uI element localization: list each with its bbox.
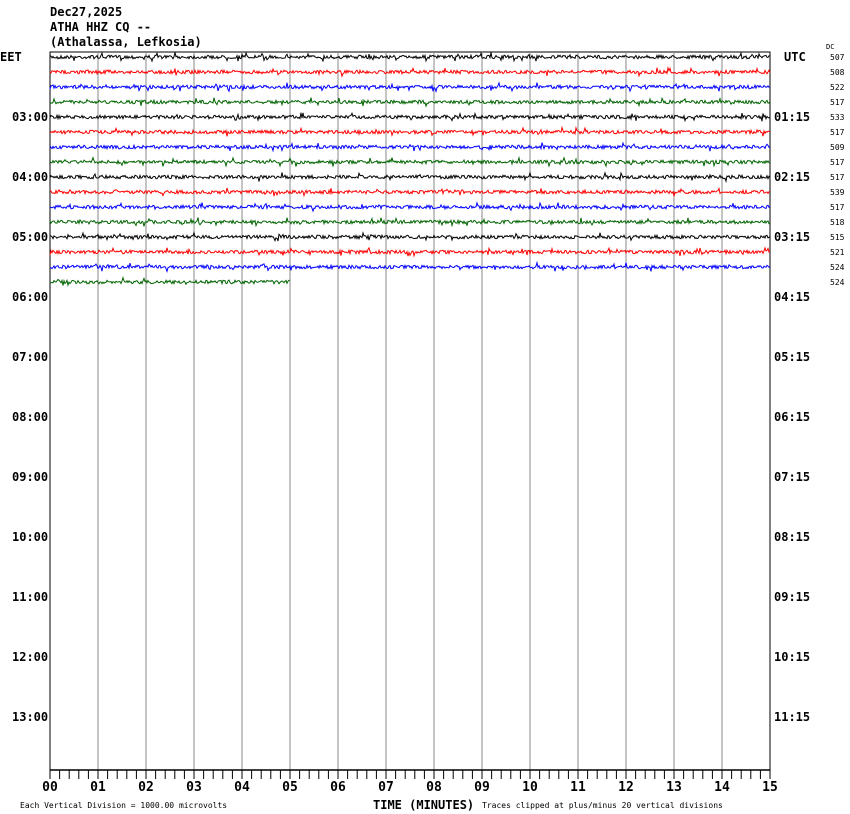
- left-hour-label: 10:00: [12, 530, 48, 544]
- dc-offset-label: 524: [830, 263, 845, 272]
- seismic-trace: [49, 65, 771, 78]
- dc-offset-label: 533: [830, 113, 845, 122]
- dc-offset-label: 517: [830, 98, 845, 107]
- right-hour-label: 03:15: [774, 230, 810, 244]
- seismic-trace: [49, 155, 771, 168]
- right-hour-label: 01:15: [774, 110, 810, 124]
- x-tick-label: 10: [522, 780, 538, 795]
- dc-offset-label: 517: [830, 173, 845, 182]
- dc-offset-label: 539: [830, 188, 845, 197]
- location-label: (Athalassa, Lefkosia): [50, 35, 202, 49]
- left-hour-label: 06:00: [12, 290, 48, 304]
- left-hour-label: 11:00: [12, 590, 48, 604]
- x-tick-label: 03: [186, 780, 202, 795]
- clip-note: Traces clipped at plus/minus 20 vertical…: [482, 801, 723, 810]
- right-hour-label: 10:15: [774, 650, 810, 664]
- seismic-trace: [49, 186, 771, 198]
- right-hour-label: 02:15: [774, 170, 810, 184]
- dc-offset-label: 515: [830, 233, 845, 242]
- left-hour-label: 13:00: [12, 710, 48, 724]
- left-hour-label: 03:00: [12, 110, 48, 124]
- x-tick-label: 14: [714, 780, 730, 795]
- seismic-trace: [49, 96, 771, 108]
- seismic-trace: [49, 231, 771, 242]
- plot-frame: [49, 51, 771, 771]
- x-axis-title: TIME (MINUTES): [373, 798, 474, 812]
- x-tick-label: 15: [762, 780, 778, 795]
- dc-offset-label: 518: [830, 218, 845, 227]
- seismic-trace: [49, 125, 771, 138]
- dc-offset-label: 524: [830, 278, 845, 287]
- dc-offset-label: 521: [830, 248, 845, 257]
- dc-offset-label: 522: [830, 83, 845, 92]
- x-tick-label: 02: [138, 780, 154, 795]
- x-tick-label: 11: [570, 780, 586, 795]
- seismic-trace: [49, 111, 771, 123]
- dc-offset-label: 517: [830, 158, 845, 167]
- seismic-trace: [49, 141, 771, 153]
- left-hour-label: 05:00: [12, 230, 48, 244]
- x-tick-label: 07: [378, 780, 394, 795]
- right-hour-label: 11:15: [774, 710, 810, 724]
- left-hour-label: 09:00: [12, 470, 48, 484]
- right-timezone: UTC: [784, 50, 806, 64]
- x-tick-label: 12: [618, 780, 634, 795]
- x-tick-label: 00: [42, 780, 58, 795]
- seismic-trace: [49, 216, 771, 228]
- left-hour-label: 04:00: [12, 170, 48, 184]
- date-label: Dec27,2025: [50, 5, 122, 19]
- left-hour-label: 07:00: [12, 350, 48, 364]
- seismic-trace: [49, 201, 771, 213]
- left-hour-label: 08:00: [12, 410, 48, 424]
- dc-offset-label: 508: [830, 68, 845, 77]
- right-hour-label: 05:15: [774, 350, 810, 364]
- seismic-trace: [49, 171, 771, 184]
- dc-offset-label: 517: [830, 128, 845, 137]
- x-tick-label: 08: [426, 780, 442, 795]
- x-tick-label: 06: [330, 780, 346, 795]
- dc-offset-label: 517: [830, 203, 845, 212]
- station-label: ATHA HHZ CQ --: [50, 20, 151, 34]
- seismic-trace: [50, 260, 771, 273]
- seismic-trace: [49, 81, 771, 94]
- seismic-trace: [49, 246, 771, 258]
- x-tick-label: 04: [234, 780, 250, 795]
- x-tick-label: 09: [474, 780, 490, 795]
- right-hour-label: 07:15: [774, 470, 810, 484]
- right-hour-label: 08:15: [774, 530, 810, 544]
- left-hour-label: 12:00: [12, 650, 48, 664]
- x-tick-label: 13: [666, 780, 682, 795]
- dc-label: DC: [826, 43, 834, 51]
- dc-offset-label: 509: [830, 143, 845, 152]
- left-timezone: EET: [0, 50, 22, 64]
- x-tick-label: 01: [90, 780, 106, 795]
- seismic-trace: [49, 276, 291, 288]
- right-hour-label: 04:15: [774, 290, 810, 304]
- seismic-trace: [49, 51, 771, 63]
- x-tick-label: 05: [282, 780, 298, 795]
- right-hour-label: 06:15: [774, 410, 810, 424]
- scale-note: Each Vertical Division = 1000.00 microvo…: [20, 801, 227, 810]
- right-hour-label: 09:15: [774, 590, 810, 604]
- dc-offset-label: 507: [830, 53, 845, 62]
